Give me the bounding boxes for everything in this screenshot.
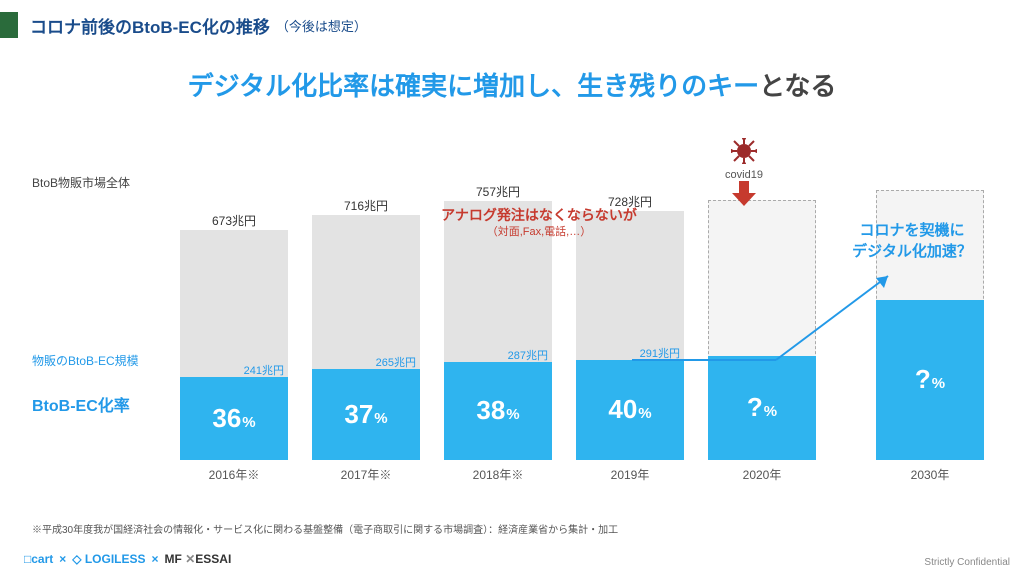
logo-logiless: ◇ LOGILESS [72, 552, 145, 566]
bar-rate-label: ?% [708, 392, 816, 423]
headline-strong: デジタル化比率は確実に増加し、生き残りのキー [188, 71, 759, 101]
logo-cart: □cart [24, 552, 53, 566]
label-ec-rate: BtoB-EC化率 [32, 392, 130, 416]
header-accent-bar [0, 12, 18, 38]
footnote: ※平成30年度我が国経済社会の情報化・サービス化に関わる基盤整備（電子商取引に関… [32, 521, 618, 536]
bar-column: 673兆円241兆円36%2016年※ [180, 160, 288, 460]
bar-rate-label: 36% [180, 403, 288, 434]
bar-total-label: 673兆円 [180, 212, 288, 229]
separator-icon: × [152, 552, 159, 566]
covid-label: covid19 [714, 169, 774, 181]
annotation-digital-line2: デジタル化加速？ [842, 241, 982, 262]
header-subtitle: （今後は想定） [276, 16, 367, 35]
bar-total-label: 757兆円 [444, 183, 552, 200]
covid-marker: covid19 [714, 138, 774, 207]
bar-x-label: 2019年 [576, 466, 684, 483]
virus-icon [731, 138, 757, 164]
annotation-digital: コロナを契機に デジタル化加速？ [842, 220, 982, 262]
annotation-analog-line1: アナログ発注はなくならないが [404, 206, 674, 225]
bar-ec-label: 287兆円 [444, 347, 552, 363]
bar-x-label: 2018年※ [444, 466, 552, 483]
bar-column: 716兆円265兆円37%2017年※ [312, 160, 420, 460]
annotation-digital-line1: コロナを契機に [842, 220, 982, 241]
slide-header: コロナ前後のBtoB-EC化の推移 （今後は想定） [0, 0, 1024, 38]
bar-column: 757兆円287兆円38%2018年※ [444, 160, 552, 460]
red-down-arrow-icon [729, 181, 759, 207]
bar-ec-label: 265兆円 [312, 354, 420, 370]
bar-x-label: 2016年※ [180, 466, 288, 483]
bar-rate-label: 40% [576, 394, 684, 425]
logo-mf: MF ✕ESSAI [165, 552, 232, 566]
annotation-analog-line2: （対面,Fax,電話,…） [404, 225, 674, 240]
main-headline: デジタル化比率は確実に増加し、生き残りのキーとなる [0, 66, 1024, 103]
blue-arrow-icon [626, 268, 906, 368]
bar-rate-label: ?% [876, 364, 984, 395]
bar-x-label: 2020年 [708, 466, 816, 483]
header-title: コロナ前後のBtoB-EC化の推移 [30, 13, 270, 38]
bar-x-label: 2017年※ [312, 466, 420, 483]
label-market-total: BtoB物販市場全体 [32, 174, 130, 191]
chart: BtoB物販市場全体 物販のBtoB-EC規模 BtoB-EC化率 673兆円 2… [32, 160, 992, 500]
footer-logos: □cart × ◇ LOGILESS × MF ✕ESSAI [24, 552, 231, 566]
annotation-analog: アナログ発注はなくならないが （対面,Fax,電話,…） [404, 206, 674, 240]
headline-rest: となる [759, 71, 836, 101]
bar-rate-label: 37% [312, 399, 420, 430]
separator-icon: × [59, 552, 66, 566]
bar-ec-label: 241兆円 [180, 362, 288, 378]
label-ec-scale: 物販のBtoB-EC規模 [32, 352, 139, 369]
confidential-label: Strictly Confidential [924, 557, 1010, 568]
bar-x-label: 2030年 [876, 466, 984, 483]
bar-rate-label: 38% [444, 395, 552, 426]
